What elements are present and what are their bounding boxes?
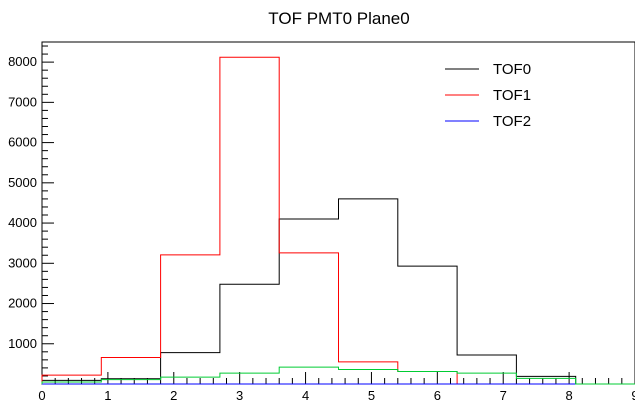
y-tick-label: 1000 — [8, 336, 37, 351]
y-axis: 1000 2000 3000 4000 5000 6000 7000 8000 — [8, 45, 54, 385]
series-tof1-line — [41, 56, 635, 385]
y-tick-label: 8000 — [8, 54, 37, 69]
x-tick-label: 0 — [38, 388, 45, 401]
y-tick-label: 2000 — [8, 296, 37, 311]
x-axis: 0 1 2 3 4 5 6 7 8 9 — [38, 372, 635, 401]
legend-label: TOF2 — [493, 113, 531, 130]
x-tick-label: 9 — [631, 388, 635, 401]
x-tick-label: 4 — [302, 388, 309, 401]
y-tick-label: 7000 — [8, 94, 37, 109]
legend-label: TOF0 — [493, 61, 531, 78]
x-tick-label: 6 — [434, 388, 441, 401]
series-tof0-line — [41, 198, 635, 385]
x-tick-label: 8 — [565, 388, 572, 401]
y-tick-label: 3000 — [8, 255, 37, 270]
x-tick-label: 1 — [104, 388, 111, 401]
series-layer — [41, 56, 635, 385]
x-tick-label: 2 — [170, 388, 177, 401]
y-tick-label: 5000 — [8, 175, 37, 190]
y-tick-label: 4000 — [8, 215, 37, 230]
series-unlabeled-3-line — [41, 366, 635, 385]
chart-title: TOF PMT0 Plane0 — [268, 9, 409, 28]
legend-label: TOF1 — [493, 87, 531, 104]
legend: TOF0 TOF1 TOF2 — [445, 61, 531, 130]
x-tick-label: 3 — [236, 388, 243, 401]
x-tick-label: 7 — [500, 388, 507, 401]
y-tick-label: 6000 — [8, 135, 37, 150]
x-tick-label: 5 — [368, 388, 375, 401]
